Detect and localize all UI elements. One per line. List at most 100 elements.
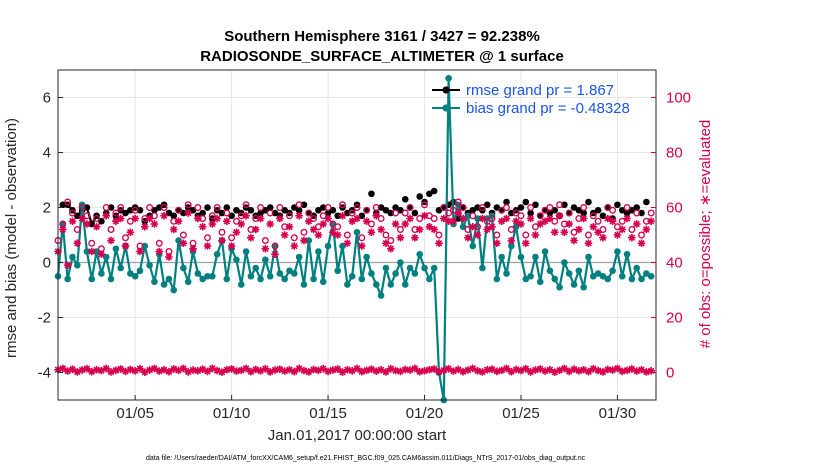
data-point <box>503 198 510 206</box>
data-point <box>348 217 356 226</box>
data-point <box>386 244 395 253</box>
data-point <box>387 209 395 217</box>
y-axis-label: rmse and bias (model - observation) <box>3 118 20 358</box>
data-point <box>189 366 197 374</box>
data-point <box>218 368 226 377</box>
data-point <box>584 367 593 376</box>
data-point <box>536 220 545 228</box>
data-point <box>83 204 91 211</box>
data-point <box>415 367 424 376</box>
data-point <box>454 209 463 217</box>
data-point <box>242 211 250 220</box>
chart-title: Southern Hemisphere 3161 / 3427 = 92.238… <box>224 28 540 45</box>
data-point <box>309 225 318 234</box>
data-point <box>454 365 463 374</box>
data-point <box>64 198 72 206</box>
data-point <box>179 231 187 239</box>
data-point <box>165 367 173 376</box>
data-point <box>628 275 636 283</box>
data-point <box>69 253 76 261</box>
data-point <box>584 239 593 248</box>
data-point <box>536 278 544 286</box>
y-tick-label: 0 <box>43 255 51 272</box>
data-point <box>618 272 626 280</box>
data-point <box>541 217 549 226</box>
data-point <box>333 231 342 239</box>
data-point <box>304 217 313 226</box>
y-tick-label: 4 <box>43 145 51 162</box>
data-point <box>68 217 77 226</box>
data-point <box>430 187 438 195</box>
data-point <box>131 214 139 223</box>
data-point <box>309 365 318 374</box>
data-point <box>257 209 264 217</box>
data-point <box>117 204 125 211</box>
legend: rmse grand pr = 1.867 bias grand pr = -0… <box>432 82 630 117</box>
data-point <box>146 204 154 211</box>
data-point <box>136 247 144 256</box>
data-point <box>406 264 414 272</box>
data-point <box>93 215 101 222</box>
data-point <box>401 220 410 228</box>
data-point <box>430 215 438 222</box>
y-tick-label: -2 <box>38 310 51 327</box>
data-point <box>459 204 467 211</box>
data-point <box>184 368 193 376</box>
data-point <box>392 209 400 217</box>
data-point <box>204 234 211 242</box>
data-point <box>488 365 496 373</box>
data-point <box>401 365 410 374</box>
data-point <box>550 368 559 377</box>
data-point <box>580 204 588 211</box>
data-point <box>594 366 602 375</box>
data-point <box>339 201 346 209</box>
data-point <box>83 364 91 373</box>
data-point <box>556 201 563 209</box>
data-point <box>469 206 477 214</box>
data-point <box>628 226 636 233</box>
data-point <box>131 272 139 280</box>
data-point <box>498 253 505 261</box>
data-point <box>603 214 612 223</box>
data-point <box>261 364 270 373</box>
data-point <box>623 204 631 211</box>
data-point <box>493 367 501 376</box>
data-point <box>565 367 573 376</box>
data-point <box>63 261 72 270</box>
data-point <box>536 365 545 373</box>
data-point <box>614 248 621 255</box>
data-point <box>343 365 352 374</box>
data-point <box>300 281 308 288</box>
data-point <box>521 239 530 248</box>
data-point <box>585 253 592 261</box>
data-point <box>478 204 486 211</box>
data-point <box>579 214 588 223</box>
y-tick-label: 2 <box>43 200 51 217</box>
data-point <box>155 239 163 247</box>
data-point <box>213 204 221 211</box>
data-point <box>521 364 530 373</box>
data-point <box>141 242 149 250</box>
data-point <box>426 275 433 283</box>
data-point <box>503 270 510 277</box>
data-point <box>69 209 76 217</box>
data-point <box>358 242 366 250</box>
data-point <box>483 365 492 374</box>
data-point <box>512 217 520 226</box>
data-point <box>261 237 269 244</box>
data-point <box>276 270 284 277</box>
data-point <box>343 231 351 239</box>
data-point <box>426 190 433 198</box>
data-point <box>92 222 101 231</box>
right-tick-label: 0 <box>666 365 674 382</box>
data-point <box>517 204 525 211</box>
legend-rmse-marker <box>442 86 450 94</box>
data-point <box>599 368 607 376</box>
data-point <box>358 212 366 220</box>
data-point <box>160 211 168 220</box>
data-point <box>647 367 655 375</box>
data-point <box>247 206 255 214</box>
data-point <box>102 364 111 373</box>
data-point <box>295 206 303 214</box>
